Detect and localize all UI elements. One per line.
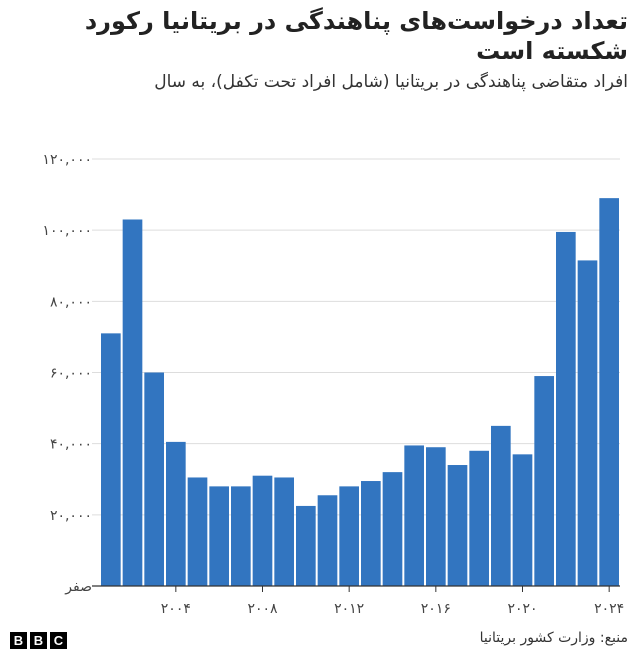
bar: [361, 481, 381, 586]
y-tick-label: ۲۰,۰۰۰: [50, 508, 92, 524]
bar: [231, 486, 251, 586]
x-tick-label: ۲۰۲۴: [594, 601, 624, 617]
bar: [447, 465, 468, 586]
chart-title: تعداد درخواست‌های پناهندگی در بریتانیا ر…: [84, 7, 628, 65]
y-tick-label: ۱۲۰,۰۰۰: [42, 152, 92, 168]
y-tick-label: ۱۰۰,۰۰۰: [42, 223, 92, 239]
bar: [144, 372, 164, 586]
bar: [534, 376, 554, 586]
bar: [382, 472, 403, 586]
chart-subtitle: افراد متقاضی پناهندگی در بریتانیا (شامل …: [154, 72, 628, 92]
bar: [122, 219, 143, 586]
bbc-logo-letter: B: [10, 632, 27, 649]
x-tick-label: ۲۰۱۶: [421, 601, 451, 617]
bar: [469, 450, 489, 586]
bbc-logo-letter: C: [50, 632, 67, 649]
y-tick-label: ۶۰,۰۰۰: [50, 366, 92, 382]
bbc-logo-letter: B: [30, 632, 47, 649]
bar: [101, 333, 121, 586]
bar: [166, 441, 186, 586]
bar: [187, 477, 208, 586]
x-tick-label: ۲۰۱۲: [334, 601, 364, 617]
bar: [296, 505, 316, 586]
bar: [317, 495, 338, 586]
bar: [577, 260, 598, 586]
y-tick-label: ۸۰,۰۰۰: [50, 294, 92, 310]
bar: [209, 486, 229, 586]
bar: [404, 445, 424, 586]
bar: [512, 454, 533, 586]
y-tick-label: صفر: [64, 579, 92, 595]
bar: [274, 477, 294, 586]
bar: [599, 198, 619, 586]
x-tick-label: ۲۰۰۸: [247, 601, 278, 617]
x-tick-label: ۲۰۲۰: [507, 601, 537, 617]
bar: [252, 475, 273, 586]
bbc-logo: B B C: [10, 632, 67, 649]
source-note: منبع: وزارت کشور بریتانیا: [479, 630, 628, 646]
y-tick-label: ۴۰,۰۰۰: [50, 437, 92, 453]
bar: [426, 447, 446, 586]
bar: [491, 425, 511, 586]
bar: [556, 231, 576, 586]
bar: [339, 486, 359, 586]
x-tick-label: ۲۰۰۴: [161, 601, 191, 617]
